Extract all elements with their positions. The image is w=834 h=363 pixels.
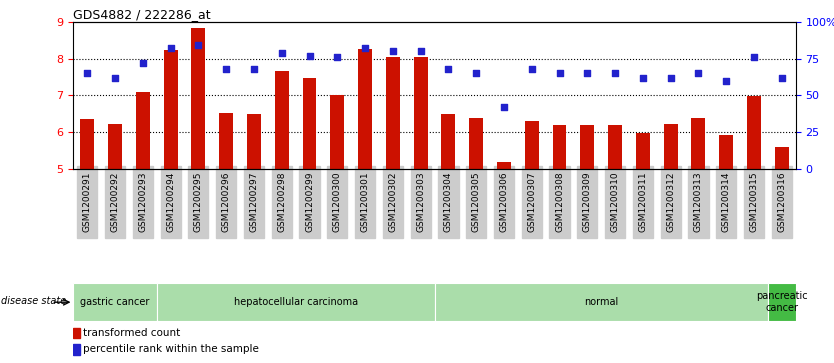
Point — [636, 75, 650, 81]
Bar — [768, 283, 796, 321]
Bar — [157, 283, 435, 321]
Point — [330, 54, 344, 60]
Point — [247, 66, 260, 72]
Bar — [497, 162, 511, 169]
Bar — [136, 91, 150, 169]
Bar — [553, 126, 566, 169]
Bar — [608, 125, 622, 169]
Bar — [163, 50, 178, 169]
Bar — [691, 118, 706, 169]
Bar — [73, 344, 80, 355]
Text: transformed count: transformed count — [83, 328, 180, 338]
Text: hepatocellular carcinoma: hepatocellular carcinoma — [234, 297, 358, 307]
Point — [442, 66, 455, 72]
Point — [414, 48, 427, 54]
Bar — [219, 113, 234, 169]
Bar — [775, 147, 789, 169]
Point — [359, 45, 372, 51]
Point — [525, 66, 539, 72]
Bar — [580, 125, 595, 169]
Point — [81, 70, 94, 76]
Point — [608, 70, 621, 76]
Bar — [192, 28, 205, 169]
Point — [164, 45, 178, 51]
Bar — [525, 121, 539, 169]
Point — [275, 50, 289, 56]
Bar — [358, 49, 372, 169]
Point — [219, 66, 233, 72]
Point — [720, 78, 733, 83]
Point — [553, 70, 566, 76]
Point — [747, 54, 761, 60]
Point — [136, 60, 149, 66]
Bar — [386, 57, 399, 169]
Text: GDS4882 / 222286_at: GDS4882 / 222286_at — [73, 8, 211, 21]
Bar — [330, 95, 344, 169]
Bar — [414, 57, 428, 169]
Bar — [73, 283, 157, 321]
Point — [303, 53, 316, 58]
Point — [664, 75, 677, 81]
Bar — [80, 119, 94, 169]
Point — [775, 75, 788, 81]
Bar — [73, 327, 80, 338]
Bar — [470, 118, 483, 169]
Bar — [274, 72, 289, 169]
Bar — [303, 78, 316, 169]
Bar — [441, 114, 455, 169]
Bar — [719, 135, 733, 169]
Text: percentile rank within the sample: percentile rank within the sample — [83, 344, 259, 354]
Text: pancreatic
cancer: pancreatic cancer — [756, 291, 807, 313]
Bar — [636, 133, 650, 169]
Bar — [747, 96, 761, 169]
Point — [497, 104, 510, 110]
Point — [108, 75, 122, 81]
Text: normal: normal — [584, 297, 618, 307]
Point — [691, 70, 705, 76]
Text: gastric cancer: gastric cancer — [80, 297, 150, 307]
Point — [192, 42, 205, 48]
Point — [470, 70, 483, 76]
Text: disease state: disease state — [1, 297, 66, 306]
Bar — [108, 124, 122, 169]
Point — [386, 48, 399, 54]
Bar — [435, 283, 768, 321]
Point — [580, 70, 594, 76]
Bar — [247, 114, 261, 169]
Bar — [664, 124, 677, 169]
